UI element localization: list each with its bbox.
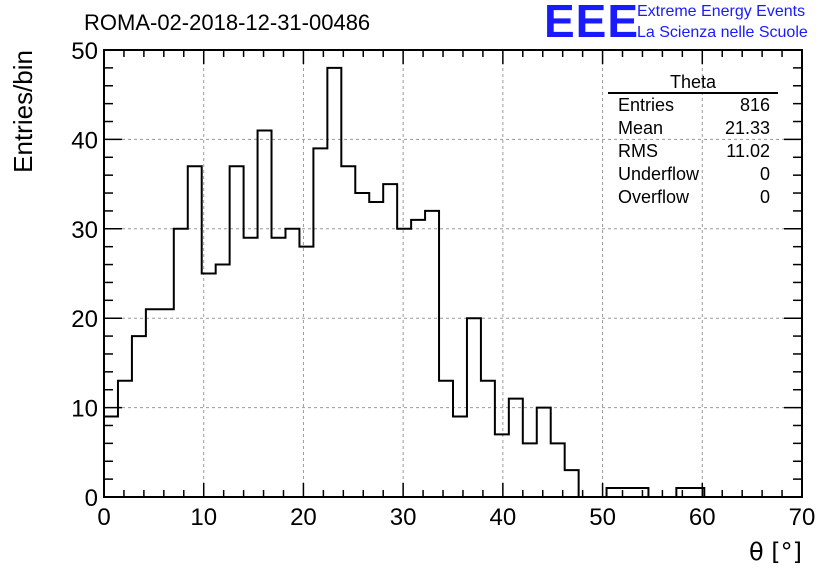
tick-labels: 0 10 20 30 40 50 60 70 0 10 20 30 40 50 — [71, 38, 815, 531]
histogram-bin — [104, 417, 118, 497]
x-tick-label: 40 — [490, 504, 517, 531]
stats-row-entries: Entries 816 — [608, 94, 778, 117]
stats-row-mean: Mean 21.33 — [608, 117, 778, 140]
stats-label: Underflow — [618, 164, 700, 184]
histogram-bin — [244, 238, 258, 497]
histogram-bin — [537, 408, 551, 497]
plot-frame — [103, 49, 803, 498]
histogram-bin — [160, 309, 174, 497]
histogram-bin — [425, 211, 439, 497]
stats-label: RMS — [618, 141, 658, 161]
stats-box: Theta Entries 816 Mean 21.33 RMS 11.02 U… — [608, 72, 778, 209]
histogram-bin — [439, 381, 453, 497]
logo-mark: EEE — [544, 0, 640, 47]
histogram-bin — [327, 68, 341, 497]
histogram-bin — [313, 148, 327, 497]
histogram-bin — [369, 202, 383, 497]
histogram-bin — [299, 247, 313, 497]
logo-line-2: La Scienza nelle Scuole — [637, 24, 808, 41]
histogram-bin — [383, 184, 397, 497]
stats-value: 0 — [759, 164, 770, 184]
histogram-bin — [230, 166, 244, 497]
histogram-bin — [272, 238, 286, 497]
histogram-bin — [481, 381, 495, 497]
histogram-bin — [565, 470, 579, 497]
x-tick-label: 0 — [97, 504, 110, 531]
logo-line-1: Extreme Energy Events — [637, 3, 806, 20]
eee-logo: EEE Extreme Energy Events La Scienza nel… — [544, 0, 834, 47]
histogram-bin — [132, 336, 146, 497]
stats-value: 0 — [759, 187, 770, 207]
y-tick-label: 10 — [71, 396, 98, 423]
histogram-bin — [202, 274, 216, 498]
x-tick-label: 30 — [390, 504, 417, 531]
x-tick-label: 70 — [789, 504, 816, 531]
stats-value: 816 — [739, 95, 770, 115]
y-tick-label: 0 — [85, 485, 98, 512]
histogram-bin — [607, 488, 621, 497]
stats-label: Mean — [618, 118, 664, 138]
histogram-bin — [216, 265, 230, 497]
y-tick-label: 20 — [71, 306, 98, 333]
y-tick-label: 30 — [71, 217, 98, 244]
x-axis-label: θ [°] — [749, 538, 802, 566]
histogram-bin — [551, 443, 565, 497]
histogram-bin — [634, 488, 648, 497]
y-axis-label: Entries/bin — [8, 50, 38, 173]
stats-row-overflow: Overflow 0 — [608, 186, 778, 209]
x-tick-label: 20 — [290, 504, 317, 531]
y-tick-label: 50 — [71, 38, 98, 65]
stats-value: 11.02 — [726, 141, 770, 161]
x-tick-label: 10 — [190, 504, 217, 531]
histogram-bin — [146, 309, 160, 497]
stats-value: 21.33 — [724, 118, 770, 138]
histogram-bin — [509, 399, 523, 497]
histogram-bin — [118, 381, 132, 497]
x-tick-label: 60 — [689, 504, 716, 531]
histogram-bin — [676, 488, 690, 497]
histogram-bin — [453, 417, 467, 497]
histogram-line — [103, 66, 802, 498]
histogram-bin — [523, 443, 537, 497]
histogram-bin — [411, 220, 425, 497]
histogram-bin — [397, 229, 411, 497]
histogram-bin — [285, 229, 299, 497]
histogram-bin — [188, 166, 202, 497]
histogram-bin — [355, 193, 369, 497]
stats-row-rms: RMS 11.02 — [608, 140, 778, 163]
stats-row-underflow: Underflow 0 — [608, 163, 778, 186]
histogram-bin — [258, 130, 272, 497]
histogram-bin — [174, 229, 188, 497]
stats-label: Entries — [618, 95, 675, 115]
stats-label: Overflow — [618, 187, 690, 207]
y-tick-label: 40 — [71, 127, 98, 154]
stats-title: Theta — [608, 72, 778, 94]
histogram-bin — [341, 166, 355, 497]
histogram-title: ROMA-02-2018-12-31-00486 — [84, 10, 371, 35]
x-tick-label: 50 — [589, 504, 616, 531]
histogram-bin — [495, 434, 509, 497]
